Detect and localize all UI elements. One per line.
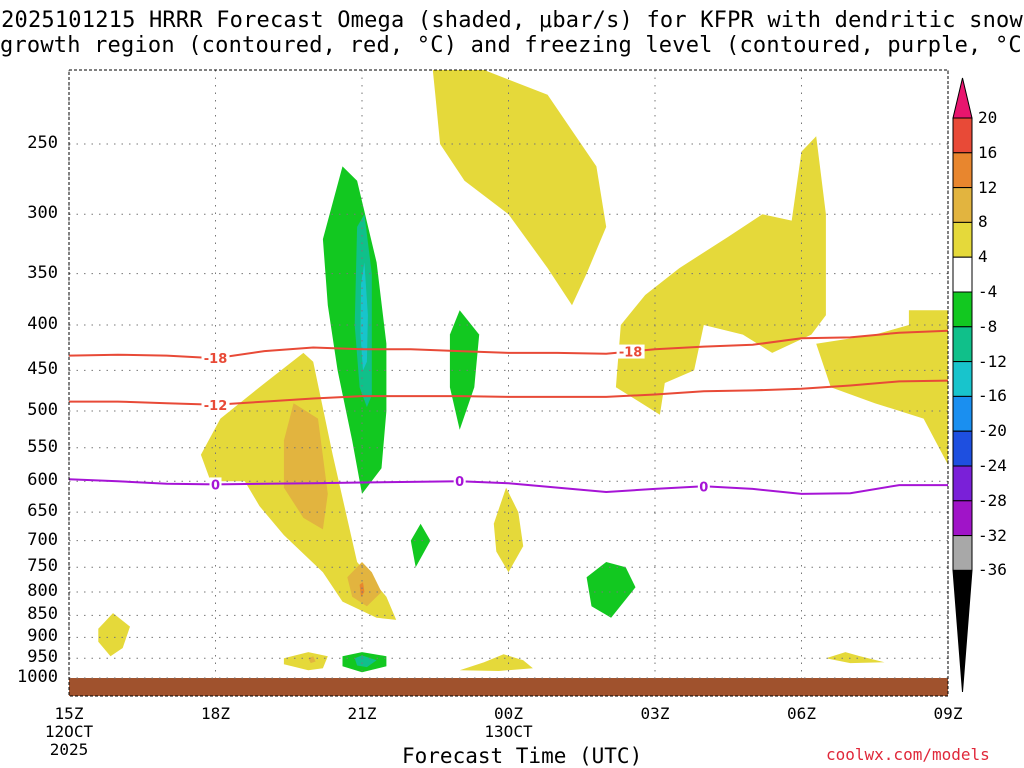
omega-region-green-small-700: [410, 523, 431, 568]
colorbar-label-0: 20: [978, 108, 998, 127]
contour-label-bg-minus-18-0: [201, 351, 230, 366]
omega-region-cyan-column-core: [360, 262, 368, 371]
colorbar-swatch-3: [952, 187, 973, 223]
omega-region-green-mid-blob: [449, 310, 480, 430]
omega-region-dark-orange-low: [359, 582, 365, 597]
y-tick-label-650: 650: [27, 501, 58, 522]
colorbar-swatch-4: [952, 221, 973, 258]
omega-region-yellow-right-edge: [816, 310, 948, 465]
omega-region-yellow-880-blob: [98, 613, 130, 657]
colorbar-swatch-6: [952, 291, 973, 328]
colorbar-label-8: -16: [978, 386, 1007, 406]
y-tick-label-350: 350: [27, 262, 58, 283]
colorbar-swatch-9: [952, 395, 973, 432]
x-tick-label-18Z: 18Z: [201, 704, 230, 723]
y-tick-label-300: 300: [27, 203, 58, 224]
y-tick-label-550: 550: [27, 436, 58, 457]
colorbar-label-13: -36: [978, 560, 1007, 580]
colorbar-label-5: -4: [978, 282, 998, 301]
omega-region-yellow-970-mid: [459, 654, 533, 671]
contour-line-minus-18: [68, 329, 949, 360]
x-tick-label-21Z: 21Z: [347, 704, 377, 723]
colorbar-top-arrow: [952, 77, 973, 119]
y-tick-label-700: 700: [27, 529, 58, 550]
colorbar-swatch-12: [952, 500, 973, 537]
plot-frame: [68, 69, 949, 697]
contour-label-bg-zero-1: [453, 474, 466, 489]
omega-region-yellow-upper-plume: [432, 70, 607, 306]
y-tick-label-1000: 1000: [17, 667, 58, 687]
chart-title-line2: growth region (contoured, red, °C) and f…: [0, 33, 1024, 58]
x-tick-sublabel-15Z: 12OCT: [44, 722, 94, 741]
colorbar-label-9: -20: [978, 421, 1007, 441]
colorbar-swatch-1: [952, 117, 973, 154]
ground-bar: [69, 678, 948, 696]
y-tick-label-900: 900: [27, 626, 58, 647]
colorbar-bottom-arrow: [952, 569, 973, 693]
colorbar-swatch-7: [952, 326, 973, 363]
x-tick-year-label: 2025: [49, 740, 89, 759]
omega-region-orange-mid: [283, 403, 328, 530]
colorbar-label-10: -24: [978, 456, 1007, 475]
colorbar-label-1: 16: [978, 142, 998, 162]
x-axis-title: Forecast Time (UTC): [402, 744, 643, 768]
contour-line-zero: [68, 478, 948, 495]
contour-label-bg-zero-0: [209, 477, 222, 492]
omega-region-yellow-950-left: [283, 652, 328, 671]
y-tick-label-450: 450: [27, 359, 58, 380]
credit-link[interactable]: coolwx.com/models: [826, 745, 990, 764]
x-tick-sublabel-00Z: 13OCT: [484, 722, 533, 741]
colorbar-label-6: -8: [978, 316, 998, 336]
omega-region-teal-950-core: [354, 655, 377, 668]
colorbar: [952, 77, 973, 693]
x-tick-label-15Z: 15Z: [54, 704, 84, 723]
colorbar-label-12: -32: [978, 525, 1007, 545]
y-tick-label-400: 400: [27, 314, 58, 334]
x-tick-label-03Z: 03Z: [640, 704, 670, 723]
colorbar-swatch-2: [952, 152, 973, 189]
colorbar-swatch-8: [952, 361, 973, 397]
contour-label-minus-18-0: -18: [204, 352, 228, 367]
omega-region-yellow-upper-right: [615, 136, 826, 415]
contour-label-minus-12-0: -12: [204, 399, 228, 414]
omega-region-orange-low: [347, 562, 382, 607]
contour-label-zero-0: 0: [211, 478, 220, 493]
colorbar-swatch-11: [952, 465, 973, 502]
colorbar-label-2: 12: [978, 177, 998, 197]
x-tick-label-06Z: 06Z: [787, 704, 816, 723]
contour-label-bg-minus-18-1: [616, 344, 645, 359]
y-tick-label-500: 500: [27, 400, 58, 420]
omega-region-green-800-blob: [586, 562, 636, 618]
y-tick-label-250: 250: [27, 133, 58, 153]
colorbar-swatch-13: [952, 535, 973, 571]
colorbar-label-11: -28: [978, 490, 1007, 510]
omega-shaded-regions: [98, 70, 948, 673]
contour-label-bg-minus-12-0: [201, 397, 230, 412]
contour-label-zero-1: 0: [455, 475, 464, 490]
contour-label-bg-zero-2: [697, 479, 710, 494]
contour-label-minus-18-1: -18: [619, 346, 643, 361]
y-tick-label-850: 850: [27, 604, 58, 625]
x-tick-label-00Z: 00Z: [494, 704, 523, 723]
colorbar-swatch-5: [952, 256, 973, 293]
omega-region-yellow-650-blob: [493, 487, 524, 573]
x-tick-label-09Z: 09Z: [933, 704, 963, 723]
y-tick-label-750: 750: [27, 556, 58, 577]
omega-region-green-tall-column: [322, 166, 387, 494]
contour-label-zero-2: 0: [699, 480, 708, 495]
temperature-contours: -18 -18 -12 0 0 0: [68, 329, 949, 495]
colorbar-label-4: 4: [978, 247, 988, 267]
y-tick-label-950: 950: [27, 647, 58, 668]
colorbar-swatch-10: [952, 430, 973, 467]
colorbar-label-7: -12: [978, 351, 1007, 371]
y-tick-label-800: 800: [27, 581, 58, 601]
colorbar-label-3: 8: [978, 212, 988, 232]
omega-region-yellow-950-right: [825, 652, 885, 664]
chart-title-line1: 2025101215 HRRR Forecast Omega (shaded, …: [1, 8, 1023, 33]
y-tick-label-600: 600: [27, 470, 58, 491]
